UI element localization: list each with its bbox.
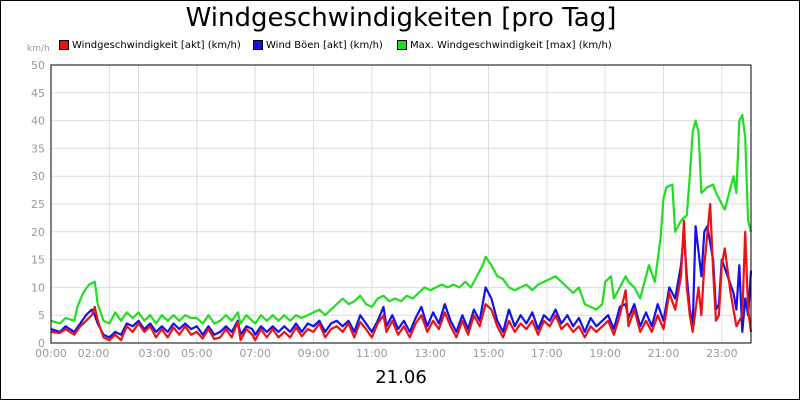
y-tick-label: 10 [31, 281, 45, 294]
x-tick-label: 15:00 [473, 347, 505, 360]
y-tick-label: 30 [31, 170, 45, 183]
x-tick-label: 11:00 [356, 347, 388, 360]
x-tick-label: 02:00 [78, 347, 110, 360]
y-tick-label: 5 [38, 309, 45, 322]
chart-title: Windgeschwindigkeiten [pro Tag] [185, 3, 617, 33]
date-label: 21.06 [375, 367, 427, 388]
legend-swatch-max [397, 40, 407, 50]
legend-swatch-aktuell [59, 40, 69, 50]
y-tick-label: 20 [31, 226, 45, 239]
x-tick-label: 21:00 [648, 347, 680, 360]
legend-label-max: Max. Windgeschwindigkeit [max] (km/h) [410, 39, 612, 51]
series-line-max [50, 113, 753, 325]
x-tick-label: 13:00 [414, 347, 446, 360]
y-tick-label: 15 [31, 254, 45, 267]
y-tick-label: 40 [31, 115, 45, 128]
x-tick-label: 09:00 [298, 347, 330, 360]
y-tick-label: 0 [38, 337, 45, 350]
legend-swatch-boeen [253, 40, 263, 50]
x-tick-label: 05:00 [181, 347, 213, 360]
series-line-aktuell [50, 202, 753, 342]
legend-label-boeen: Wind Böen [akt] (km/h) [266, 39, 383, 51]
series-line-boeen [50, 225, 753, 339]
legend-item-max: Max. Windgeschwindigkeit [max] (km/h) [397, 38, 612, 52]
x-tick-label: 23:00 [706, 347, 738, 360]
x-tick-label: 17:00 [531, 347, 563, 360]
x-tick-label: 07:00 [239, 347, 271, 360]
y-tick-label: 25 [31, 198, 45, 211]
y-tick-label: 50 [31, 59, 45, 72]
plot-frame [50, 64, 752, 344]
y-axis-unit: km/h [27, 44, 50, 54]
y-tick-label: 35 [31, 142, 45, 155]
legend-label-aktuell: Windgeschwindigkeit [akt] (km/h) [72, 39, 241, 51]
legend-item-boeen: Wind Böen [akt] (km/h) [253, 38, 383, 52]
y-tick-label: 45 [31, 87, 45, 100]
x-tick-label: 03:00 [139, 347, 171, 360]
x-tick-label: 00:00 [35, 347, 67, 360]
legend-item-aktuell: Windgeschwindigkeit [akt] (km/h) [59, 38, 241, 52]
x-tick-label: 19:00 [589, 347, 621, 360]
